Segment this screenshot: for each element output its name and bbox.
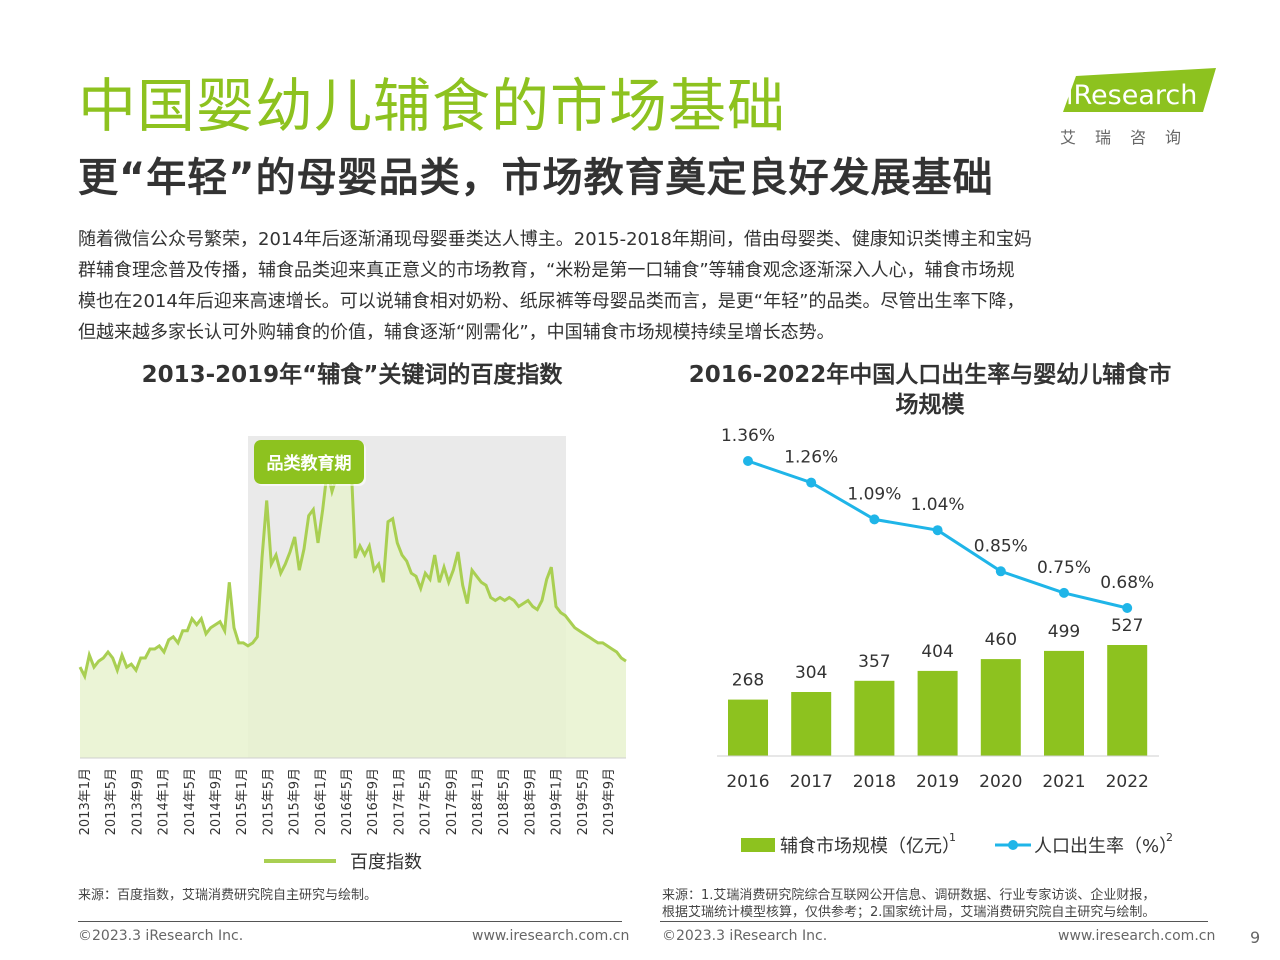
- source-right-line: 根据艾瑞统计模型核算，仅供参考；2.国家统计局，艾瑞消费研究院自主研究与绘制。: [662, 905, 1156, 920]
- x-tick-label: 2019年5月: [576, 768, 591, 835]
- intro-line: 但越来越多家长认可外购辅食的价值，辅食逐渐“刚需化”，中国辅食市场规模持续呈增长…: [78, 322, 835, 343]
- iresearch-logo: iResearch: [1063, 68, 1216, 112]
- bar-value-label: 304: [795, 663, 827, 683]
- bar: [1044, 650, 1084, 756]
- x-tick-label: 2019年1月: [550, 768, 565, 835]
- legend-swatch-bar: [741, 838, 775, 852]
- bar: [854, 680, 895, 756]
- x-tick-label: 2013年1月: [78, 768, 93, 835]
- logo-shape: [1063, 68, 1216, 112]
- bar: [980, 659, 1021, 756]
- x-tick-label: 2015年5月: [261, 768, 276, 835]
- rate-point: [1059, 587, 1069, 598]
- bar: [1107, 645, 1148, 756]
- legend-label-bar: 辅食市场规模（亿元）: [780, 836, 960, 857]
- legend-swatch-dot: [1008, 840, 1018, 850]
- site-link-left[interactable]: www.iresearch.com.cn: [472, 928, 630, 944]
- legend-sup-line: 2: [1166, 831, 1173, 844]
- series-line: [78, 441, 627, 681]
- right-chart-title: 2016-2022年中国人口出生率与婴幼儿辅食市场规模: [688, 362, 1172, 418]
- x-tick-label: 2015年1月: [235, 768, 250, 835]
- intro-paragraph: 随着微信公众号繁荣，2014年后逐渐涌现母婴垂类达人博主。2015-2018年期…: [78, 224, 1206, 348]
- bar-value-label: 268: [732, 671, 764, 691]
- rate-value-label: 1.09%: [847, 484, 901, 504]
- footer-divider-right: [660, 921, 1208, 922]
- rate-value-label: 1.26%: [784, 448, 838, 468]
- rate-value-label: 0.75%: [1037, 558, 1091, 578]
- bar: [791, 692, 832, 756]
- category-label: 2021: [1042, 772, 1085, 792]
- logo-cn: 艾瑞咨询: [1060, 128, 1201, 147]
- x-tick-label: 2017年9月: [445, 768, 460, 835]
- source-right: 来源：1.艾瑞消费研究院综合互联网公开信息、调研数据、行业专家访谈、企业财报， …: [662, 887, 1222, 921]
- right-legend: 辅食市场规模（亿元） 1 人口出生率（%） 2: [741, 831, 1177, 857]
- period-badge: 品类教育期: [254, 440, 366, 486]
- rate-point: [1122, 603, 1133, 613]
- category-label: 2022: [1106, 772, 1149, 792]
- x-tick-label: 2018年1月: [471, 768, 486, 835]
- x-tick-label: 2016年5月: [340, 768, 355, 835]
- bar: [728, 699, 768, 756]
- rate-point: [869, 514, 880, 525]
- x-tick-label: 2014年5月: [183, 768, 198, 835]
- x-tick-label: 2015年9月: [288, 768, 303, 835]
- rate-point: [995, 566, 1006, 577]
- x-tick-label: 2013年9月: [130, 768, 145, 835]
- category-label: 2018: [853, 772, 896, 792]
- x-tick-labels: 2013年1月 2013年5月 2013年9月 2014年1月 2014年5月 2014年…: [78, 768, 617, 835]
- x-tick-label: 2013年5月: [104, 768, 119, 835]
- legend-label: 百度指数: [350, 852, 422, 873]
- category-label: 2020: [979, 772, 1022, 792]
- legend-sup-bar: 1: [949, 831, 956, 844]
- rate-point: [932, 525, 943, 536]
- x-tick-label: 2018年9月: [523, 768, 538, 835]
- left-legend: 百度指数: [264, 852, 422, 873]
- bar-value-label: 499: [1048, 622, 1080, 642]
- left-chart: 品类教育期 2013年1月 2013年5月 2013年9月 2014年1月 2014年5…: [78, 436, 627, 873]
- copyright-left: ©2023.3 iResearch Inc.: [78, 928, 244, 944]
- intro-line: 群辅食理念普及传播，辅食品类迎来真正意义的市场教育，“米粉是第一口辅食”等辅食观…: [78, 260, 1015, 281]
- site-link-right[interactable]: www.iresearch.com.cn: [1058, 928, 1216, 944]
- rate-value-label: 1.36%: [721, 426, 775, 446]
- bar-value-label: 460: [985, 630, 1017, 650]
- page-title: 中国婴幼儿辅食的市场基础: [78, 72, 787, 140]
- bar: [917, 670, 958, 756]
- bar-value-label: 527: [1111, 616, 1143, 636]
- x-tick-label: 2016年1月: [314, 768, 329, 835]
- rate-value-label: 1.04%: [911, 495, 965, 515]
- rate-value-label: 0.85%: [974, 536, 1028, 556]
- rate-point: [743, 456, 753, 466]
- intro-line: 随着微信公众号繁荣，2014年后逐渐涌现母婴垂类达人博主。2015-2018年期…: [78, 229, 1032, 250]
- category-label: 2017: [790, 772, 833, 792]
- x-tick-label: 2018年5月: [497, 768, 512, 835]
- x-tick-label: 2014年1月: [157, 768, 172, 835]
- x-tick-label: 2017年5月: [419, 768, 434, 835]
- source-left: 来源：百度指数，艾瑞消费研究院自主研究与绘制。: [78, 888, 378, 903]
- page-number: 9: [1250, 928, 1261, 947]
- bar-value-label: 357: [858, 652, 890, 672]
- x-tick-label: 2019年9月: [602, 768, 617, 835]
- page-subtitle: 更“年轻”的母婴品类，市场教育奠定良好发展基础: [78, 155, 994, 201]
- source-right-line: 来源：1.艾瑞消费研究院综合互联网公开信息、调研数据、行业专家访谈、企业财报，: [662, 888, 1156, 903]
- period-label: 品类教育期: [267, 453, 352, 474]
- area-fill: [80, 446, 626, 758]
- left-chart-title: 2013-2019年“辅食”关键词的百度指数: [141, 362, 563, 388]
- legend-label-line: 人口出生率（%）: [1034, 836, 1177, 857]
- footer-divider-left: [78, 921, 622, 922]
- rate-value-label: 0.68%: [1100, 573, 1154, 593]
- logo-brand: iResearch: [1066, 80, 1197, 111]
- x-tick-label: 2017年1月: [392, 768, 407, 835]
- intro-line: 模也在2014年后迎来高速增长。可以说辅食相对奶粉、纸尿裤等母婴品类而言，是更“…: [78, 291, 1025, 312]
- rate-point: [806, 477, 817, 488]
- copyright-right: ©2023.3 iResearch Inc.: [662, 928, 828, 944]
- x-tick-label: 2016年9月: [366, 768, 381, 835]
- x-tick-label: 2014年9月: [209, 768, 224, 835]
- category-label: 2019: [916, 772, 959, 792]
- category-label: 2016: [726, 772, 769, 792]
- bar-value-label: 404: [921, 642, 953, 662]
